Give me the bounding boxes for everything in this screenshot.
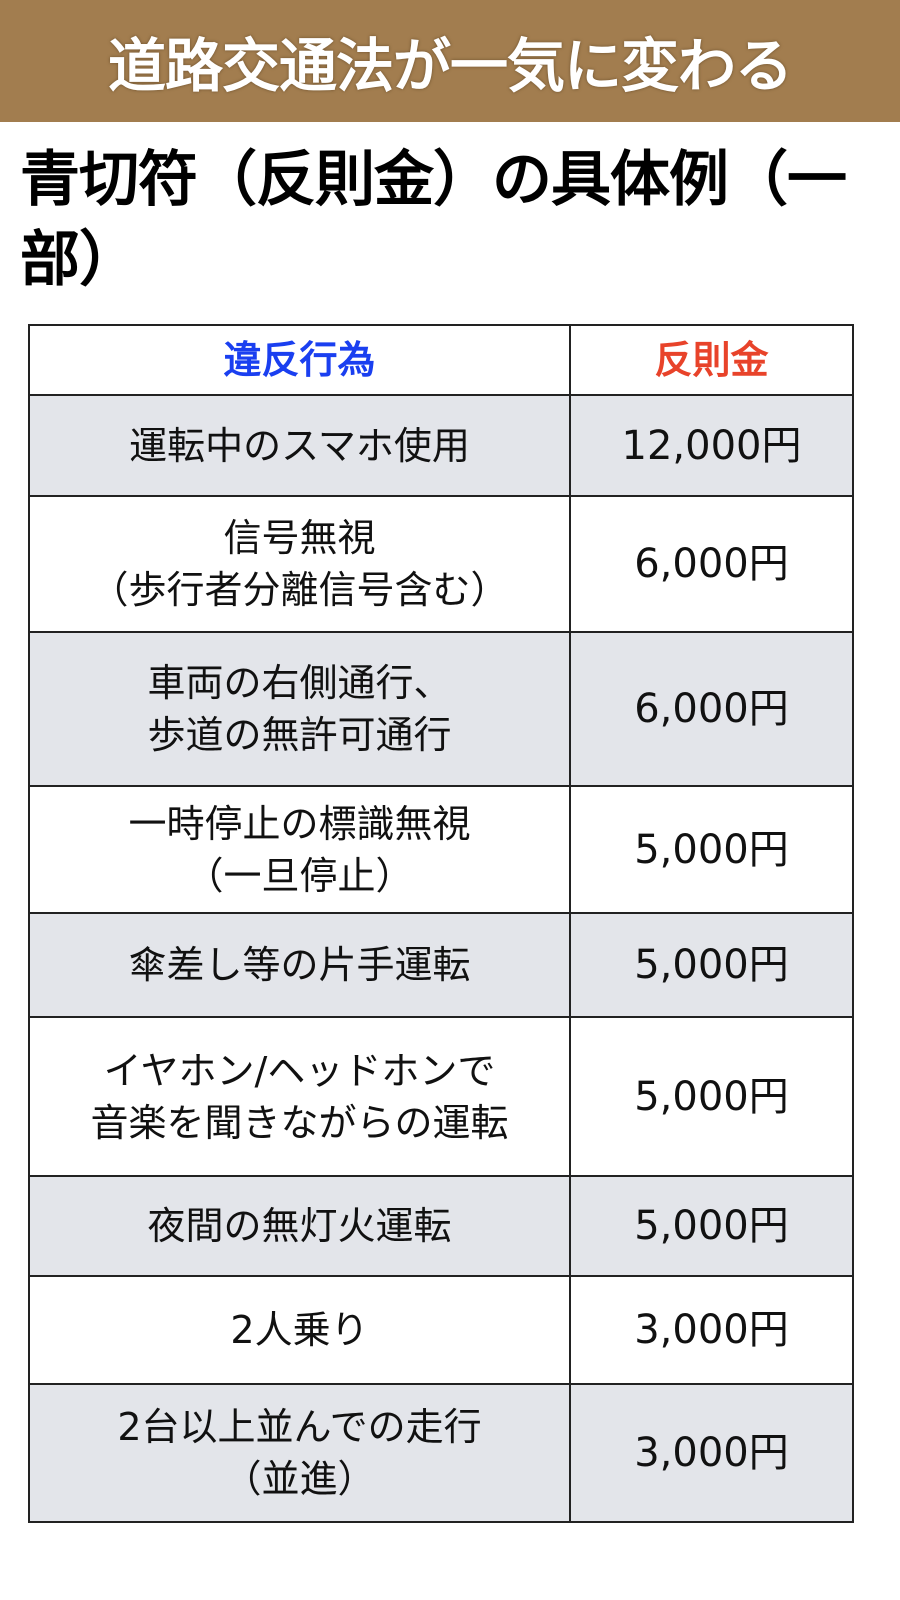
table-row: 信号無視 （歩行者分離信号含む） 6,000円 <box>28 495 854 633</box>
violation-line: 2台以上並んでの走行 <box>117 1405 482 1449</box>
violation-cell: 傘差し等の片手運転 <box>28 912 571 1018</box>
violation-line: 信号無視 <box>223 516 376 560</box>
table-header-row: 違反行為 反則金 <box>28 324 854 396</box>
violation-cell: 信号無視 （歩行者分離信号含む） <box>28 495 571 633</box>
table-row: 2人乗り 3,000円 <box>28 1275 854 1385</box>
violation-line: （並進） <box>223 1457 376 1501</box>
violation-line: 歩道の無許可通行 <box>147 713 452 757</box>
violation-cell: 車両の右側通行、 歩道の無許可通行 <box>28 631 571 787</box>
fine-cell: 3,000円 <box>569 1383 854 1523</box>
table-row: 車両の右側通行、 歩道の無許可通行 6,000円 <box>28 631 854 787</box>
page-title: 青切符（反則金）の具体例（一部） <box>20 145 847 295</box>
violation-line: （歩行者分離信号含む） <box>90 568 509 612</box>
header-fine: 反則金 <box>569 324 854 396</box>
fine-cell: 5,000円 <box>569 785 854 914</box>
table-row: 夜間の無灯火運転 5,000円 <box>28 1175 854 1277</box>
fine-cell: 5,000円 <box>569 1175 854 1277</box>
violation-cell: 夜間の無灯火運転 <box>28 1175 571 1277</box>
fine-cell: 12,000円 <box>569 394 854 497</box>
banner: 道路交通法が一気に変わる <box>0 0 900 122</box>
header-violation: 違反行為 <box>28 324 571 396</box>
violation-cell: イヤホン/ヘッドホンで 音楽を聞きながらの運転 <box>28 1016 571 1177</box>
fine-cell: 3,000円 <box>569 1275 854 1385</box>
violation-line: （一旦停止） <box>185 853 414 898</box>
violation-line: 傘差し等の片手運転 <box>128 943 471 987</box>
violation-cell: 運転中のスマホ使用 <box>28 394 571 497</box>
violation-cell: 2台以上並んでの走行 （並進） <box>28 1383 571 1523</box>
table-row: 2台以上並んでの走行 （並進） 3,000円 <box>28 1383 854 1523</box>
table-row: 一時停止の標識無視 （一旦停止） 5,000円 <box>28 785 854 914</box>
table-row: イヤホン/ヘッドホンで 音楽を聞きながらの運転 5,000円 <box>28 1016 854 1177</box>
fine-cell: 6,000円 <box>569 631 854 787</box>
violation-line: 一時停止の標識無視 <box>128 801 471 846</box>
table-row: 傘差し等の片手運転 5,000円 <box>28 912 854 1018</box>
table-row: 運転中のスマホ使用 12,000円 <box>28 394 854 497</box>
violation-cell: 一時停止の標識無視 （一旦停止） <box>28 785 571 914</box>
fine-cell: 5,000円 <box>569 912 854 1018</box>
violation-line: 2人乗り <box>230 1308 369 1352</box>
fine-cell: 6,000円 <box>569 495 854 633</box>
violation-line: 運転中のスマホ使用 <box>129 423 470 468</box>
violation-line: 車両の右側通行、 <box>147 661 452 705</box>
violation-cell: 2人乗り <box>28 1275 571 1385</box>
banner-title: 道路交通法が一気に変わる <box>107 32 793 100</box>
violation-line: 音楽を聞きながらの運転 <box>90 1100 509 1145</box>
fine-cell: 5,000円 <box>569 1016 854 1177</box>
violation-line: 夜間の無灯火運転 <box>147 1204 452 1248</box>
fines-table: 違反行為 反則金 運転中のスマホ使用 12,000円信号無視 （歩行者分離信号含む）… <box>28 324 854 1523</box>
violation-line: イヤホン/ヘッドホンで <box>103 1048 496 1093</box>
